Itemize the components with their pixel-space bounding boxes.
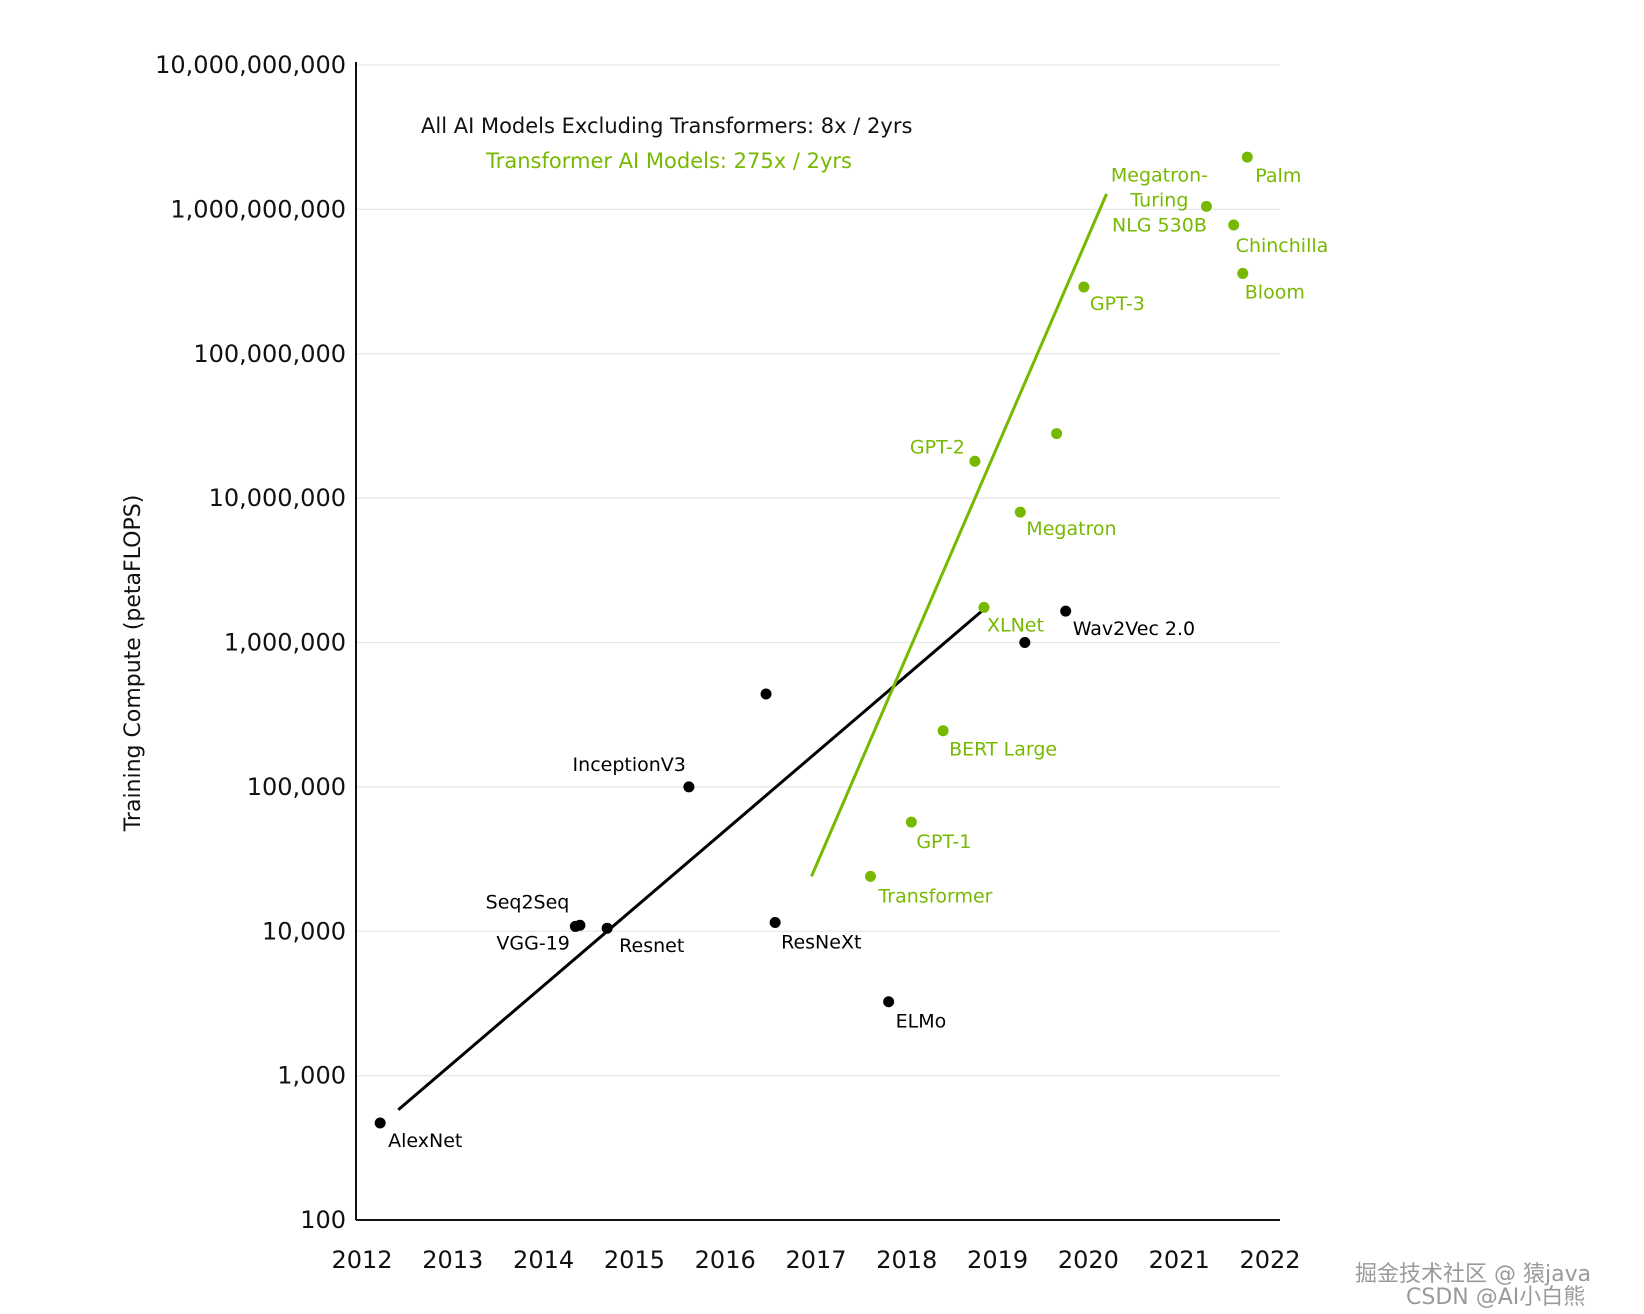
x-tick-label: 2012 xyxy=(331,1246,392,1274)
point-label: Transformer xyxy=(877,885,992,907)
data-point xyxy=(864,870,876,882)
data-point xyxy=(1241,151,1253,163)
x-tick-label: 2016 xyxy=(695,1246,756,1274)
legend-non-transformer: All AI Models Excluding Transformers: 8x… xyxy=(421,114,912,138)
watermark-line2: CSDN @AI小白熊 xyxy=(1406,1285,1585,1310)
legend-transformer: Transformer AI Models: 275x / 2yrs xyxy=(485,149,852,173)
data-point xyxy=(1051,428,1063,440)
data-point xyxy=(1019,637,1031,648)
data-point xyxy=(1060,605,1072,617)
y-tick-labels: 10,000,000,000 1,000,000,000 100,000,000 10… xyxy=(155,51,346,1234)
point-label: GPT-2 xyxy=(910,436,965,458)
trend-line-transformer xyxy=(810,193,1108,877)
point-label: GPT-3 xyxy=(1090,293,1145,315)
x-tick-labels: 2012 2013 2014 2015 2016 2017 2018 2019 2020 2021… xyxy=(331,1246,1300,1274)
y-tick-label: 10,000,000,000 xyxy=(155,51,346,79)
data-point xyxy=(1200,200,1212,212)
point-label: Resnet xyxy=(619,935,684,957)
point-label: Palm xyxy=(1255,165,1301,187)
point-label: Seq2Seq xyxy=(486,891,570,913)
point-label: InceptionV3 xyxy=(573,754,686,776)
point-label: VGG-19 xyxy=(496,932,569,954)
point-label: AlexNet xyxy=(388,1130,462,1152)
trend-line-non-transformer xyxy=(397,608,985,1111)
x-tick-label: 2021 xyxy=(1149,1246,1210,1274)
gridlines xyxy=(356,64,1280,1077)
data-point xyxy=(574,919,586,931)
data-point xyxy=(1014,506,1026,518)
data-point xyxy=(601,922,613,934)
y-tick-label: 100,000 xyxy=(247,773,346,801)
y-tick-label: 10,000 xyxy=(262,917,346,945)
data-points xyxy=(374,151,1253,1129)
point-labels: AlexNet Seq2Seq VGG-19 Resnet InceptionV3 Res… xyxy=(388,164,1328,1152)
x-tick-label: 2017 xyxy=(785,1246,846,1274)
data-point xyxy=(937,725,949,737)
y-tick-label: 1,000,000 xyxy=(224,629,346,657)
data-point xyxy=(769,916,781,928)
point-label: BERT Large xyxy=(949,739,1057,761)
y-tick-label: 100,000,000 xyxy=(193,340,346,368)
point-label: Wav2Vec 2.0 xyxy=(1073,618,1195,640)
data-point xyxy=(883,996,895,1008)
data-point xyxy=(978,601,990,613)
point-label: ELMo xyxy=(896,1011,947,1033)
data-point xyxy=(760,688,772,700)
x-tick-label: 2019 xyxy=(967,1246,1028,1274)
data-point xyxy=(1078,281,1090,293)
data-point xyxy=(969,455,981,467)
point-label: Bloom xyxy=(1245,281,1305,303)
x-tick-label: 2013 xyxy=(422,1246,483,1274)
data-point xyxy=(683,781,695,793)
axes xyxy=(355,62,1280,1221)
point-label: XLNet xyxy=(987,614,1044,636)
point-label: Chinchilla xyxy=(1236,235,1329,257)
point-label: GPT-1 xyxy=(916,831,971,853)
data-point xyxy=(905,816,917,828)
point-label: Megatron-Turing NLG 530B xyxy=(1111,164,1208,236)
x-tick-label: 2015 xyxy=(604,1246,665,1274)
x-tick-label: 2014 xyxy=(513,1246,574,1274)
watermark-line1: 掘金技术社区 @ 猿java xyxy=(1355,1262,1591,1287)
y-tick-label: 100 xyxy=(300,1206,346,1234)
data-point xyxy=(1237,267,1249,279)
data-point xyxy=(1228,219,1240,231)
point-label: Megatron xyxy=(1026,518,1116,540)
data-point xyxy=(374,1117,386,1129)
y-tick-label: 10,000,000 xyxy=(209,484,346,512)
y-tick-label: 1,000,000,000 xyxy=(170,195,346,223)
trend-lines xyxy=(397,193,1108,1111)
point-label: ResNeXt xyxy=(781,931,861,953)
x-tick-label: 2020 xyxy=(1058,1246,1119,1274)
y-tick-label: 1,000 xyxy=(277,1062,346,1090)
x-tick-label: 2022 xyxy=(1239,1246,1300,1274)
x-tick-label: 2018 xyxy=(876,1246,937,1274)
y-axis-label: Training Compute (petaFLOPS) xyxy=(121,495,146,833)
